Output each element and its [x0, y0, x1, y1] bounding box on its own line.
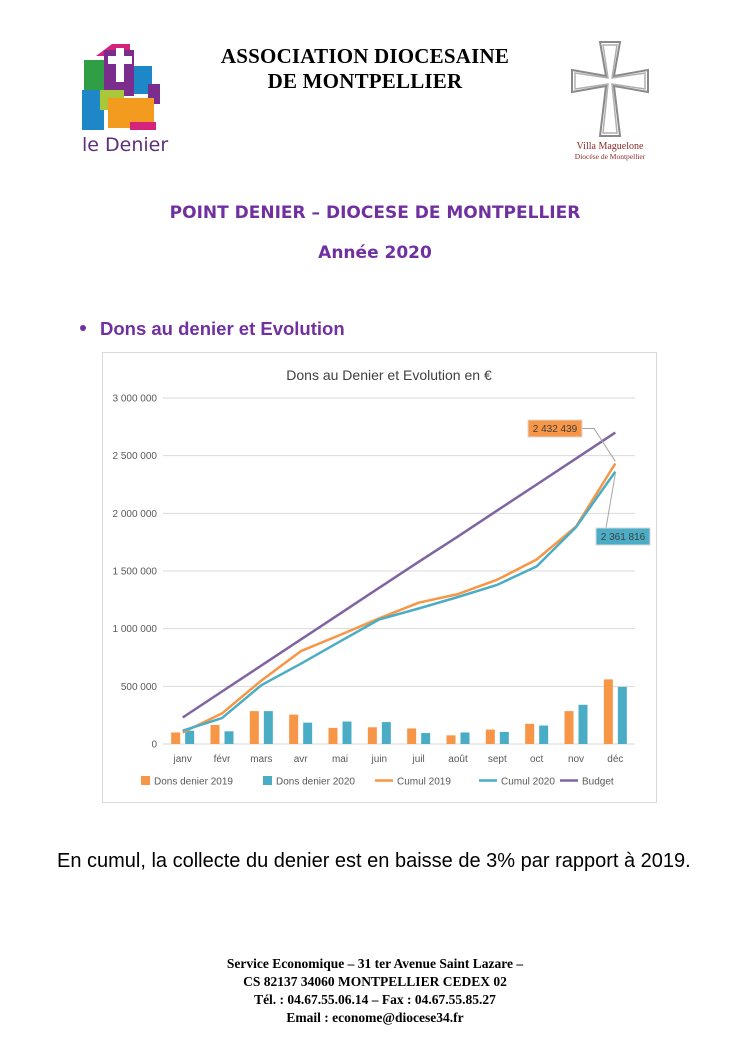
y-tick-label: 3 000 000 — [113, 394, 158, 405]
x-tick-label: sept — [488, 754, 507, 765]
bar-dons-denier-2019 — [249, 711, 259, 744]
x-tick-label: juil — [412, 754, 425, 765]
x-tick-label: août — [448, 754, 468, 765]
bar-dons-denier-2020 — [224, 731, 234, 744]
bar-dons-denier-2019 — [407, 728, 417, 744]
bar-dons-denier-2019 — [171, 732, 181, 744]
line-budget — [182, 431, 616, 719]
org-line-1: ASSOCIATION DIOCESAINE — [220, 44, 510, 68]
x-tick-label: avr — [294, 754, 309, 765]
data-label-cumul-2020: 2 361 816 — [601, 532, 646, 543]
bar-dons-denier-2019 — [603, 679, 613, 744]
x-tick-label: déc — [607, 754, 623, 765]
bar-dons-denier-2019 — [328, 727, 338, 744]
footer-line-1: Service Economique – 31 ter Avenue Saint… — [226, 956, 524, 971]
leader-line — [582, 428, 616, 462]
bar-dons-denier-2020 — [421, 733, 431, 744]
y-tick-label: 500 000 — [121, 682, 158, 693]
organization-name: ASSOCIATION DIOCESAINE DE MONTPELLIER — [195, 44, 535, 94]
bar-dons-denier-2019 — [485, 729, 495, 744]
bar-dons-denier-2019 — [367, 727, 377, 744]
bar-dons-denier-2019 — [525, 723, 535, 744]
x-tick-label: juin — [371, 754, 388, 765]
x-tick-label: nov — [568, 754, 584, 765]
chart-svg: Dons au Denier et Evolution en € 0 500 000… — [113, 367, 651, 788]
bar-dons-denier-2020 — [617, 686, 627, 744]
legend-label: Dons denier 2019 — [154, 777, 233, 788]
y-tick-label: 2 000 000 — [113, 509, 158, 520]
legend-label: Budget — [582, 777, 614, 788]
bullet-icon — [80, 325, 86, 332]
footer-line-4: Email : econome@diocese34.fr — [286, 1010, 464, 1025]
le-denier-logo: le Denier — [78, 42, 170, 160]
bar-dons-denier-2020 — [263, 711, 273, 744]
x-tick-label: mai — [332, 754, 348, 765]
bar-dons-denier-2019 — [564, 711, 574, 744]
y-tick-label: 0 — [151, 740, 157, 751]
legend-swatch — [141, 776, 150, 785]
x-tick-label: oct — [530, 754, 544, 765]
bar-dons-denier-2020 — [460, 732, 470, 744]
summary-text: En cumul, la collecte du denier est en b… — [57, 850, 691, 872]
villa-maguelone-logo: Villa Maguelone Diocèse de Montpellier — [560, 40, 660, 165]
logo-right-name: Villa Maguelone — [576, 141, 644, 152]
line-cumul-2020 — [182, 470, 617, 732]
section-heading: Dons au denier et Evolution — [80, 318, 345, 340]
bar-dons-denier-2020 — [578, 704, 588, 744]
x-tick-label: févr — [214, 754, 231, 765]
bar-dons-denier-2020 — [342, 721, 352, 744]
x-tick-label: mars — [250, 754, 272, 765]
line-cumul-2019 — [182, 462, 617, 734]
y-tick-label: 1 500 000 — [113, 567, 158, 578]
bar-dons-denier-2019 — [210, 724, 220, 744]
legend-label: Dons denier 2020 — [276, 777, 355, 788]
x-tick-label: janv — [172, 754, 191, 765]
chart-title: Dons au Denier et Evolution en € — [286, 367, 492, 383]
y-tick-label: 2 500 000 — [113, 451, 158, 462]
logo-left-text: le Denier — [82, 134, 169, 156]
page-subtitle-year: Année 2020 — [318, 243, 432, 263]
bar-dons-denier-2020 — [499, 731, 509, 744]
data-label-box — [527, 419, 583, 438]
bar-dons-denier-2019 — [446, 735, 456, 744]
footer-line-3: Tél. : 04.67.55.06.14 – Fax : 04.67.55.8… — [254, 992, 496, 1007]
footer: Service Economique – 31 ter Avenue Saint… — [150, 955, 600, 1027]
cross-icon — [571, 41, 649, 137]
bar-dons-denier-2020 — [185, 730, 195, 744]
legend-swatch — [263, 776, 272, 785]
le-denier-logo-icon — [82, 44, 160, 130]
org-line-2: DE MONTPELLIER — [267, 69, 463, 93]
page-title: POINT DENIER – DIOCESE DE MONTPELLIER — [169, 203, 581, 223]
footer-line-2: CS 82137 34060 MONTPELLIER CEDEX 02 — [243, 974, 507, 989]
bar-dons-denier-2020 — [303, 722, 313, 744]
bar-dons-denier-2019 — [289, 714, 299, 744]
y-tick-label: 1 000 000 — [113, 624, 158, 635]
data-label-box — [595, 527, 651, 546]
legend-label: Cumul 2020 — [501, 777, 555, 788]
chart-container: Dons au Denier et Evolution en € 0 500 000… — [102, 352, 657, 803]
bar-dons-denier-2020 — [539, 725, 549, 744]
bar-dons-denier-2020 — [381, 722, 391, 744]
data-label-cumul-2019: 2 432 439 — [533, 424, 578, 435]
logo-right-subtitle: Diocèse de Montpellier — [574, 152, 646, 161]
section-heading-text: Dons au denier et Evolution — [100, 318, 345, 339]
leader-line — [605, 473, 616, 529]
legend-label: Cumul 2019 — [397, 777, 451, 788]
